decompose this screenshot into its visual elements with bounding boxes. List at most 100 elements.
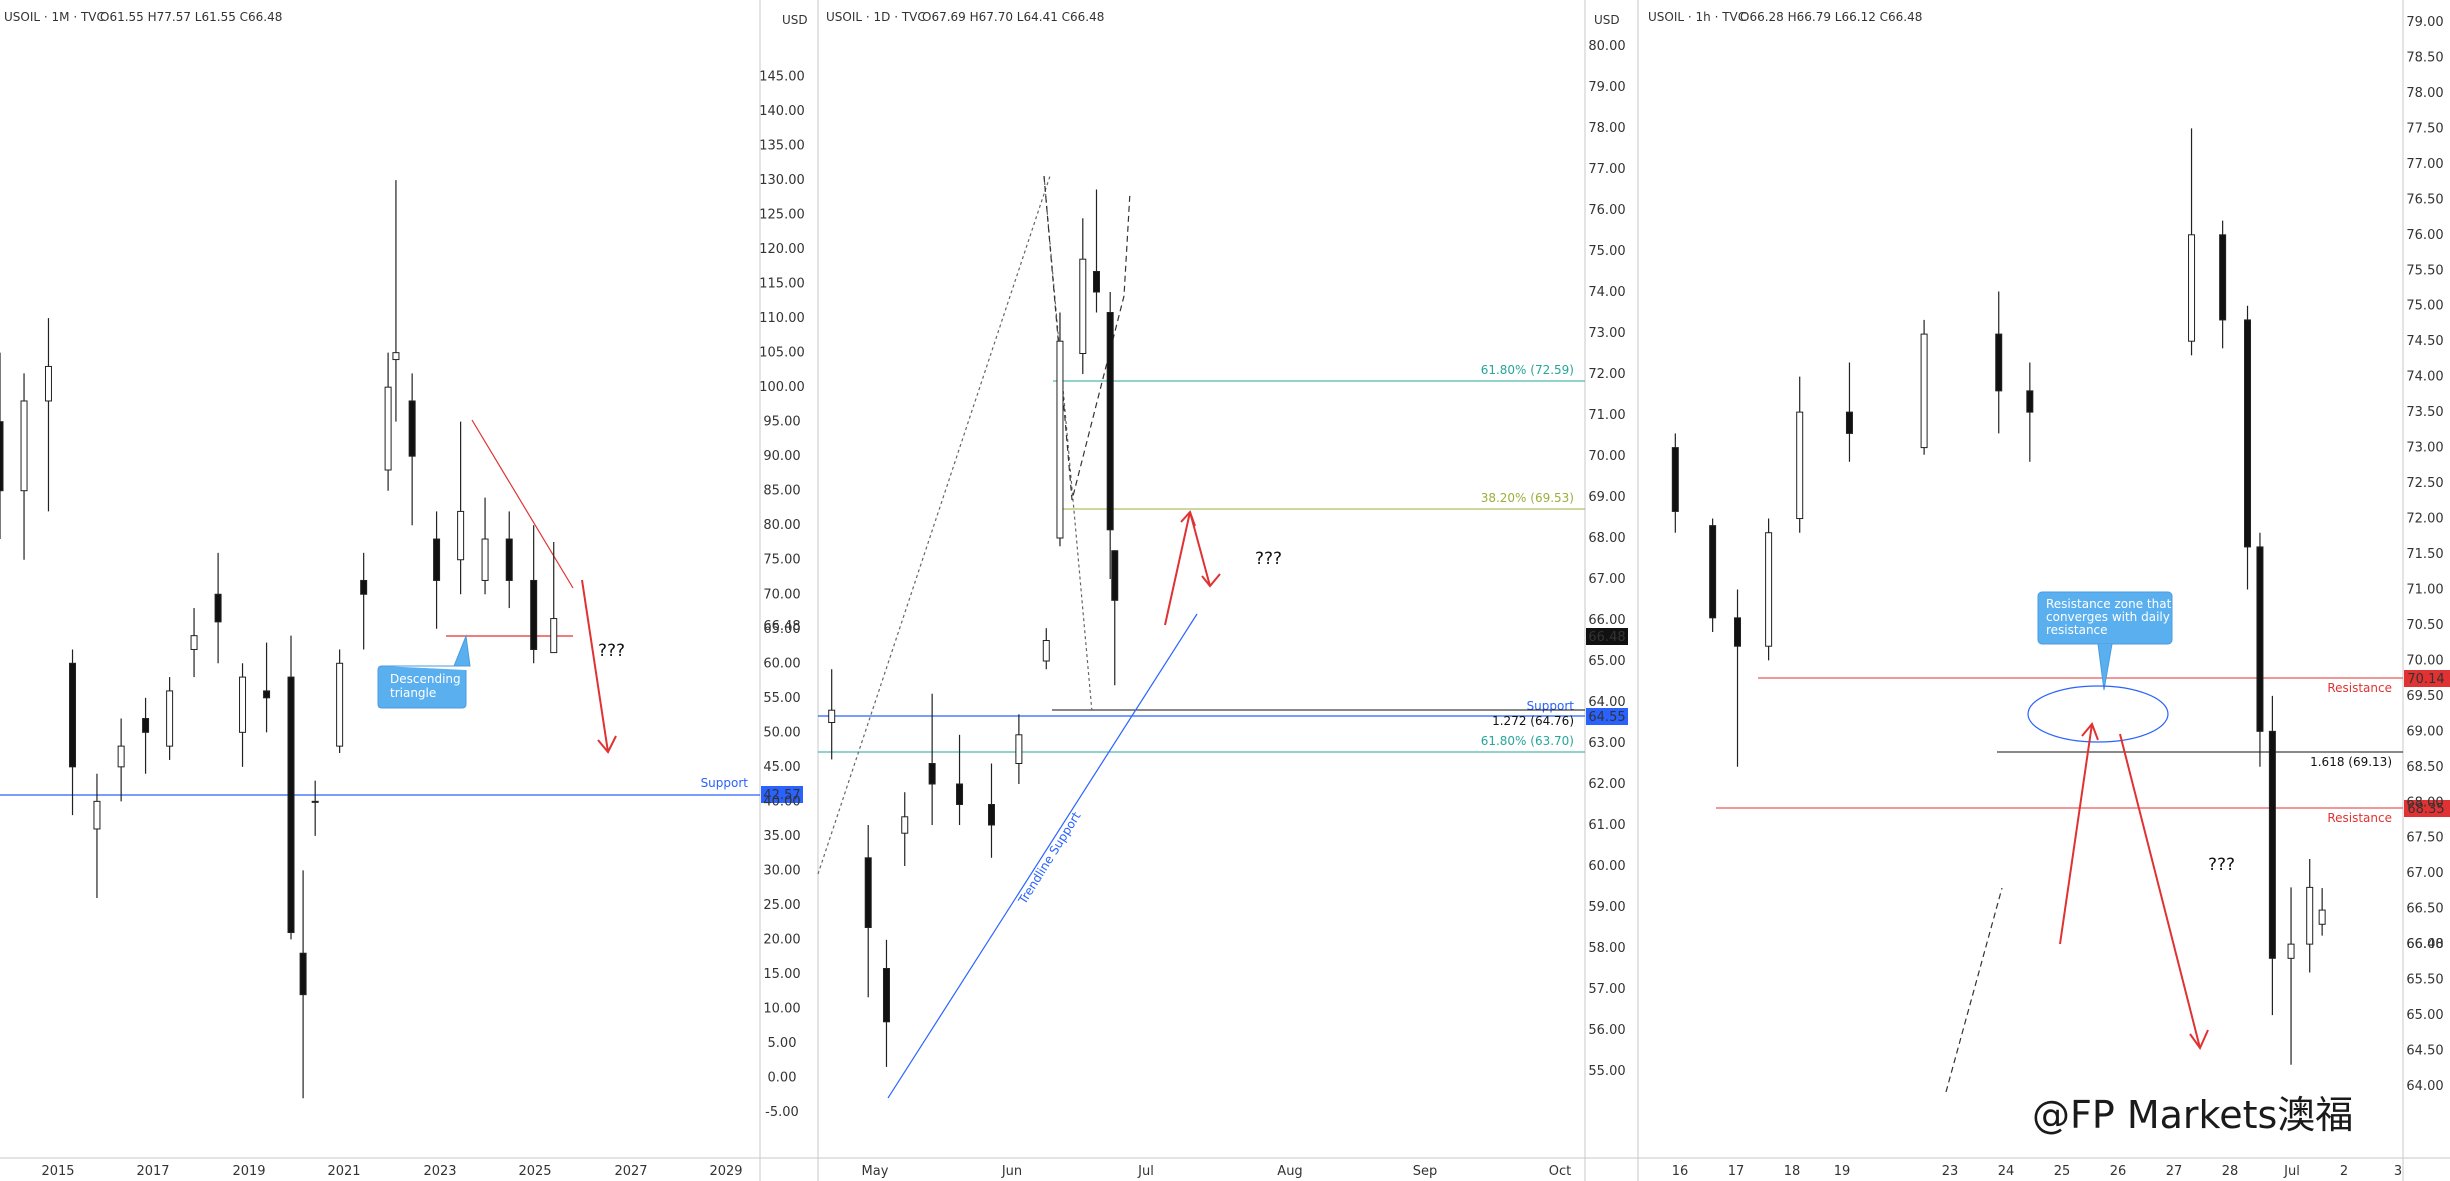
p2-ytick-label: 57.00 — [1588, 982, 1625, 997]
p1-ytick-label: 75.00 — [763, 553, 800, 568]
p3-ytick-label: 71.50 — [2406, 547, 2443, 562]
p2-ytick-label: 61.00 — [1588, 818, 1625, 833]
candle-body — [2244, 319, 2252, 548]
p1-xtick-label: 2021 — [327, 1164, 360, 1179]
candle-body — [1734, 617, 1742, 647]
p1-ytick-label: 135.00 — [759, 139, 805, 154]
p2-ytick-label: 72.00 — [1588, 367, 1625, 382]
candle-body — [408, 400, 416, 457]
candle-body — [530, 579, 538, 650]
p3-ext-label: 1.618 (69.13) — [2310, 755, 2392, 769]
p2-ytick-label: 69.00 — [1588, 490, 1625, 505]
p2-ytick-label: 55.00 — [1588, 1064, 1625, 1079]
p3-xtick-label: 27 — [2166, 1164, 2183, 1179]
candle-body — [263, 690, 271, 699]
candle-body — [1079, 258, 1087, 355]
p3-xtick-label: 24 — [1998, 1164, 2015, 1179]
p2-ytick-label: 60.00 — [1588, 859, 1625, 874]
p3-ytick-label: 76.00 — [2406, 228, 2443, 243]
p3-xtick-label: 26 — [2110, 1164, 2127, 1179]
p3-xtick-label: 16 — [1672, 1164, 1689, 1179]
p3-resistance-tag-upper — [2404, 670, 2450, 687]
candle-body — [1765, 532, 1773, 647]
p3-dashed-path — [1945, 887, 2003, 1093]
panel1-currency: USD — [782, 13, 808, 27]
p3-ytick-label: 75.00 — [2406, 299, 2443, 314]
candle-body — [505, 538, 513, 581]
p3-resistance-tag-lower — [2404, 800, 2450, 817]
candle-body — [1111, 550, 1119, 601]
p1-xtick-label: 2017 — [136, 1164, 169, 1179]
p3-xtick-label: 2 — [2340, 1164, 2348, 1179]
p1-ytick-label: 125.00 — [759, 208, 805, 223]
p1-support-price: 42.57 — [763, 788, 800, 803]
panel3-ohlc: O66.28 H66.79 L66.12 C66.48 — [1740, 10, 1922, 24]
candle-body — [901, 816, 909, 834]
p3-resistance-price-lower: 68.35 — [2407, 802, 2444, 817]
p3-ytick-label: 68.50 — [2406, 760, 2443, 775]
p3-ytick-label: 64.50 — [2406, 1044, 2443, 1059]
p2-fib-dotted — [817, 175, 1051, 875]
candle-body — [239, 676, 247, 733]
p1-ytick-label: 15.00 — [763, 967, 800, 982]
panel2-ohlc: O67.69 H67.70 L64.41 C66.48 — [922, 10, 1104, 24]
p1-ytick-label: 115.00 — [759, 277, 805, 292]
p3-ytick-label: 64.00 — [2406, 1079, 2443, 1094]
p1-xtick-label: 2027 — [614, 1164, 647, 1179]
panel2-title: USOIL · 1D · TVC — [826, 10, 926, 24]
candle-body — [2306, 886, 2314, 945]
p1-ytick-label: 25.00 — [763, 898, 800, 913]
candle-body — [550, 618, 558, 654]
p3-ytick-label: 67.00 — [2406, 866, 2443, 881]
p2-ytick-label: 70.00 — [1588, 449, 1625, 464]
candle-body — [1920, 333, 1928, 449]
candle-body — [142, 718, 150, 733]
p1-support-tag — [761, 786, 803, 803]
p2-ytick-label: 78.00 — [1588, 121, 1625, 136]
p3-ytick-label: 79.00 — [2406, 15, 2443, 30]
candle-body — [117, 745, 125, 768]
p2-xtick-label: Sep — [1413, 1164, 1438, 1179]
p1-ytick-label: 70.00 — [763, 587, 800, 602]
candle-body — [2268, 730, 2276, 959]
p3-xtick-label: 25 — [2054, 1164, 2071, 1179]
p3-ytick-label: 70.50 — [2406, 618, 2443, 633]
p1-ytick-label: 95.00 — [763, 415, 800, 430]
p2-question: ??? — [1255, 549, 1282, 569]
p3-callout-text-1: Resistance zone that — [2046, 597, 2172, 611]
p2-ytick-label: 71.00 — [1588, 408, 1625, 423]
p2-ytick-label: 79.00 — [1588, 80, 1625, 95]
candle-body — [1709, 525, 1717, 619]
candle-body — [20, 400, 28, 492]
candle-body — [1042, 640, 1050, 662]
candle-body — [1092, 271, 1100, 293]
p1-ytick-label: 45.00 — [763, 760, 800, 775]
p1-triangle-upper — [471, 419, 574, 589]
p1-ytick-label: 30.00 — [763, 863, 800, 878]
p2-ytick-label: 62.00 — [1588, 777, 1625, 792]
p1-ytick-label: 105.00 — [759, 346, 805, 361]
p3-xtick-label: 23 — [1942, 1164, 1959, 1179]
p2-arrow — [1164, 511, 1211, 626]
candle-body — [956, 783, 964, 805]
p3-xtick-label: Jul — [2283, 1164, 2300, 1179]
p3-ytick-label: 69.00 — [2406, 724, 2443, 739]
p2-fib-label-2: 38.20% (69.53) — [1481, 491, 1574, 505]
candle-body — [299, 952, 307, 996]
p1-xtick-label: 2025 — [518, 1164, 551, 1179]
p3-ytick-label: 68.00 — [2406, 795, 2443, 810]
p1-support-label: Support — [701, 776, 749, 790]
p3-ytick-label: 72.00 — [2406, 512, 2443, 527]
p3-resistance-label-1: Resistance — [2327, 681, 2392, 695]
p3-xtick-label: 28 — [2222, 1164, 2239, 1179]
p2-ytick-label: 77.00 — [1588, 162, 1625, 177]
p1-arrow — [581, 579, 609, 753]
p2-ytick-label: 58.00 — [1588, 941, 1625, 956]
p2-ytick-label: 68.00 — [1588, 531, 1625, 546]
p2-ytick-label: 65.00 — [1588, 654, 1625, 669]
p3-ytick-label: 78.50 — [2406, 50, 2443, 65]
p1-ytick-label: 55.00 — [763, 691, 800, 706]
candle-body — [1671, 447, 1679, 512]
p3-ytick-label: 72.50 — [2406, 476, 2443, 491]
